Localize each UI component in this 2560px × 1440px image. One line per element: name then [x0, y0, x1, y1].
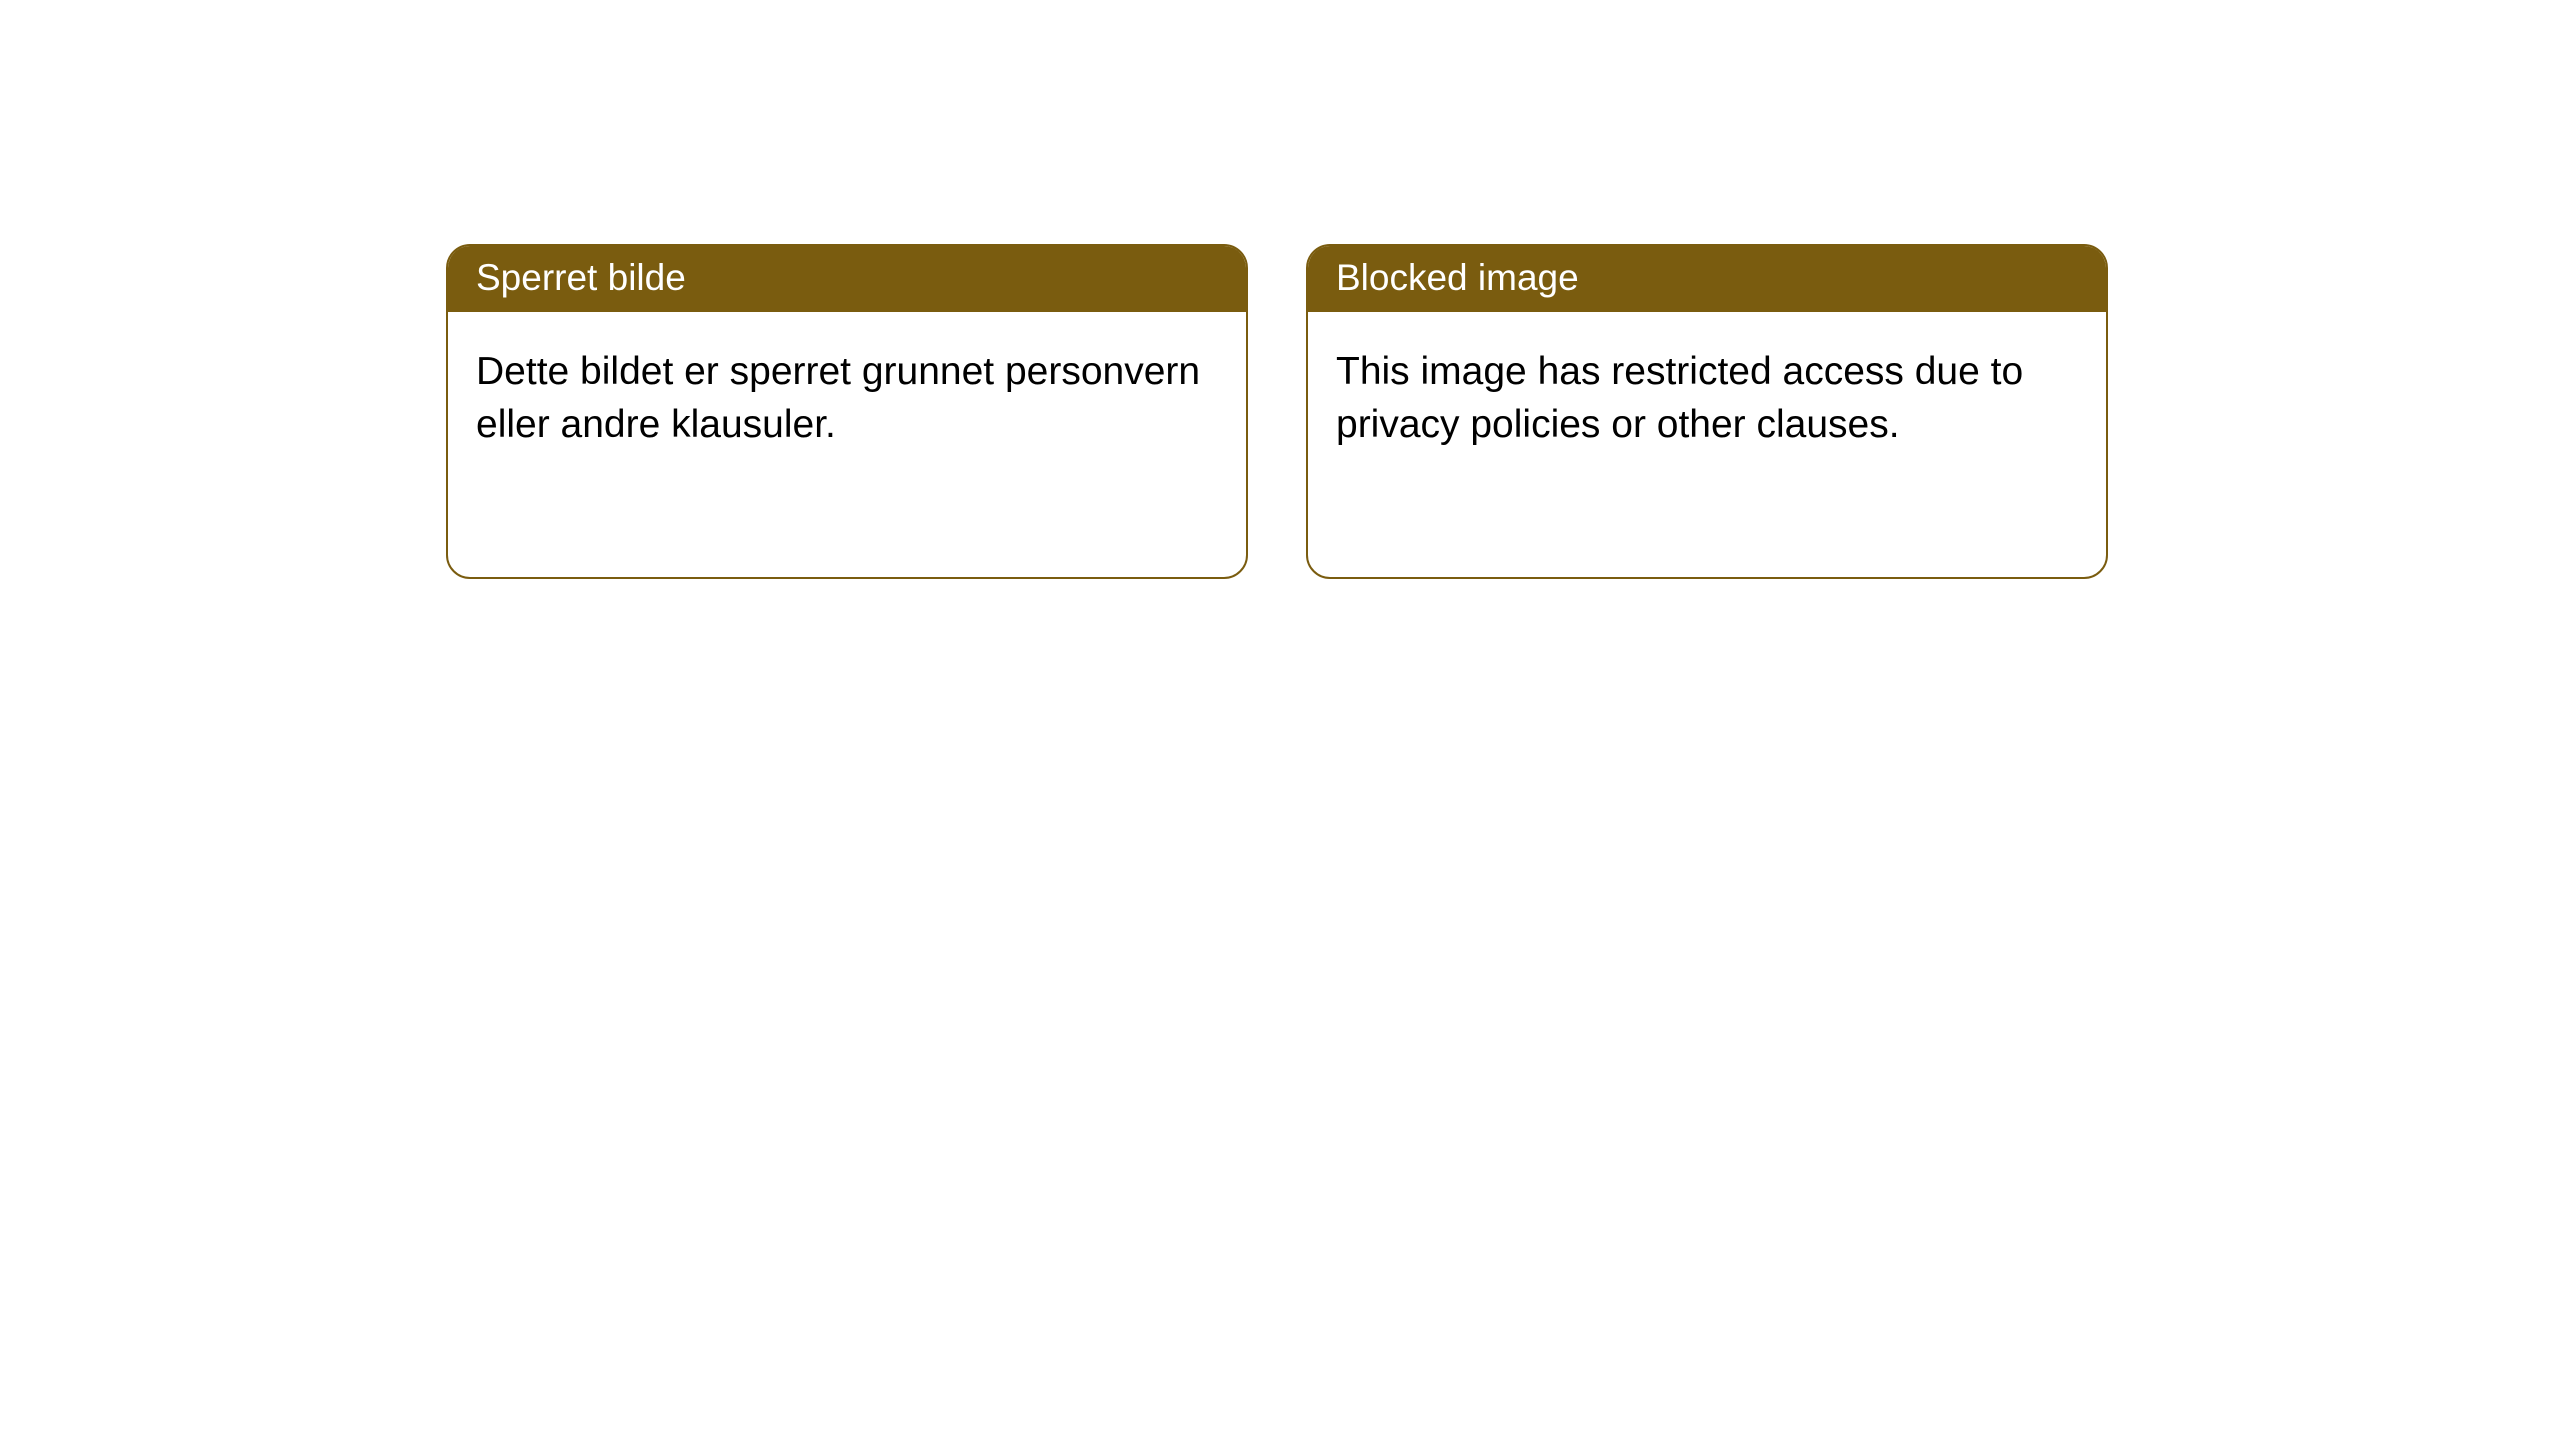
- notice-title: Blocked image: [1336, 257, 1579, 298]
- notice-cards-container: Sperret bilde Dette bildet er sperret gr…: [446, 244, 2108, 579]
- notice-card-header: Sperret bilde: [448, 246, 1246, 312]
- notice-card-body: Dette bildet er sperret grunnet personve…: [448, 312, 1246, 485]
- notice-card-norwegian: Sperret bilde Dette bildet er sperret gr…: [446, 244, 1248, 579]
- notice-body-text: This image has restricted access due to …: [1336, 350, 2023, 446]
- notice-body-text: Dette bildet er sperret grunnet personve…: [476, 350, 1200, 446]
- notice-card-body: This image has restricted access due to …: [1308, 312, 2106, 485]
- notice-card-header: Blocked image: [1308, 246, 2106, 312]
- notice-card-english: Blocked image This image has restricted …: [1306, 244, 2108, 579]
- notice-title: Sperret bilde: [476, 257, 686, 298]
